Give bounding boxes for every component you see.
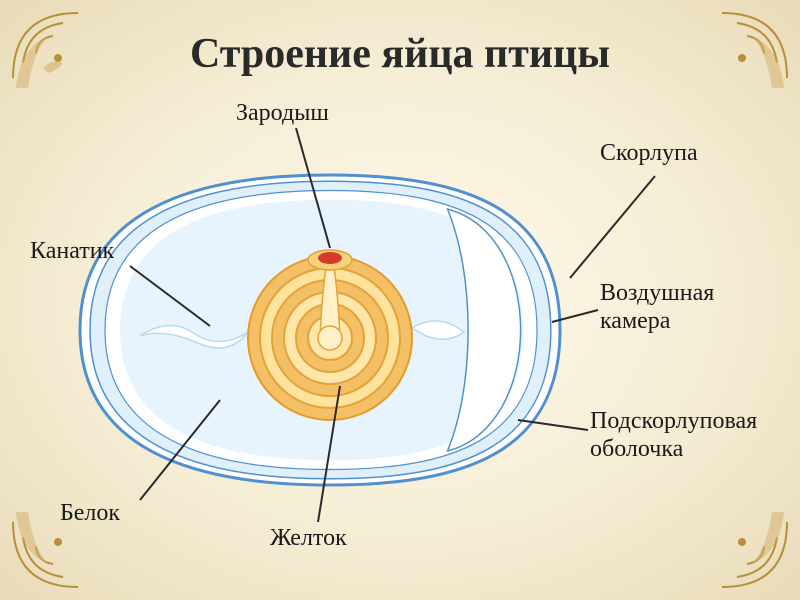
- label-shell: Скорлупа: [600, 140, 698, 168]
- label-embryo: Зародыш: [236, 100, 329, 128]
- label-yolk: Желток: [270, 525, 347, 553]
- label-submembrane: Подскорлуповая оболочка: [590, 408, 757, 463]
- label-air-cell: Воздушная камера: [600, 280, 714, 335]
- label-chalaza: Канатик: [30, 238, 114, 266]
- label-albumen: Белок: [60, 500, 120, 528]
